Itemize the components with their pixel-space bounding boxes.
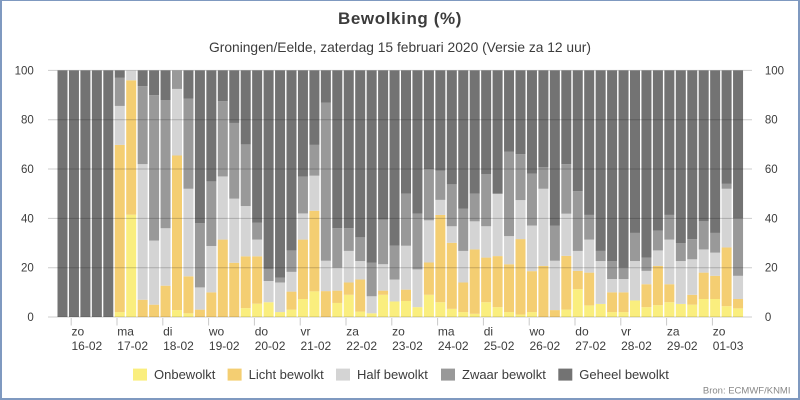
svg-text:wo: wo [208, 324, 225, 338]
svg-text:60: 60 [21, 164, 34, 176]
svg-text:01-03: 01-03 [713, 339, 744, 353]
svg-text:100: 100 [15, 65, 34, 77]
svg-text:24-02: 24-02 [438, 339, 469, 353]
svg-text:26-02: 26-02 [530, 339, 561, 353]
svg-text:za: za [346, 324, 359, 338]
svg-text:Licht bewolkt: Licht bewolkt [249, 367, 325, 382]
svg-text:ma: ma [117, 324, 134, 338]
svg-text:80: 80 [765, 115, 778, 127]
svg-text:di: di [484, 324, 493, 338]
svg-text:Bewolking (%): Bewolking (%) [338, 9, 462, 28]
svg-text:Bron: ECMWF/KNMI: Bron: ECMWF/KNMI [703, 386, 791, 397]
svg-text:ma: ma [438, 324, 455, 338]
svg-text:do: do [255, 324, 269, 338]
svg-text:60: 60 [765, 164, 778, 176]
svg-text:za: za [667, 324, 680, 338]
svg-text:80: 80 [21, 115, 34, 127]
svg-text:Half bewolkt: Half bewolkt [357, 367, 428, 382]
svg-text:100: 100 [765, 65, 784, 77]
svg-text:22-02: 22-02 [346, 339, 377, 353]
svg-text:29-02: 29-02 [667, 339, 698, 353]
svg-text:Geheel bewolkt: Geheel bewolkt [579, 367, 669, 382]
svg-text:zo: zo [392, 324, 405, 338]
svg-text:17-02: 17-02 [117, 339, 148, 353]
svg-text:18-02: 18-02 [163, 339, 194, 353]
svg-text:di: di [163, 324, 172, 338]
svg-text:40: 40 [21, 213, 34, 225]
svg-text:20-02: 20-02 [255, 339, 286, 353]
svg-text:40: 40 [765, 213, 778, 225]
svg-text:20: 20 [765, 263, 778, 275]
svg-text:23-02: 23-02 [392, 339, 423, 353]
svg-text:27-02: 27-02 [575, 339, 606, 353]
svg-text:vr: vr [621, 324, 631, 338]
svg-text:21-02: 21-02 [301, 339, 332, 353]
svg-text:0: 0 [765, 312, 771, 324]
svg-text:vr: vr [301, 324, 311, 338]
svg-text:20: 20 [21, 263, 34, 275]
svg-text:Zwaar bewolkt: Zwaar bewolkt [462, 367, 546, 382]
svg-text:19-02: 19-02 [209, 339, 240, 353]
svg-text:Onbewolkt: Onbewolkt [154, 367, 216, 382]
svg-text:16-02: 16-02 [72, 339, 103, 353]
svg-text:28-02: 28-02 [621, 339, 652, 353]
svg-text:Groningen/Eelde, zaterdag 15 f: Groningen/Eelde, zaterdag 15 februari 20… [209, 40, 591, 55]
svg-text:zo: zo [72, 324, 85, 338]
svg-text:zo: zo [713, 324, 726, 338]
svg-text:wo: wo [529, 324, 546, 338]
svg-text:0: 0 [27, 312, 33, 324]
svg-text:25-02: 25-02 [484, 339, 515, 353]
svg-text:do: do [575, 324, 589, 338]
